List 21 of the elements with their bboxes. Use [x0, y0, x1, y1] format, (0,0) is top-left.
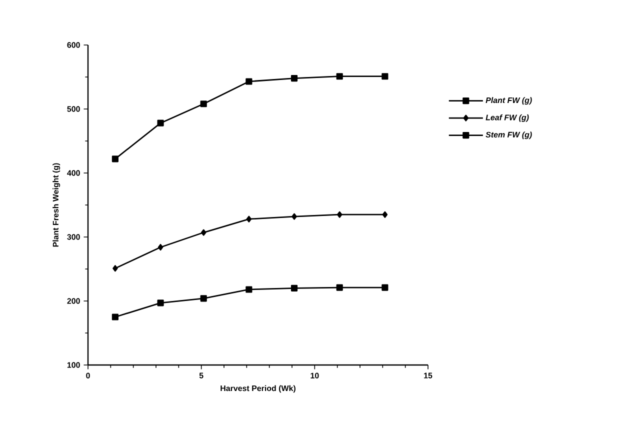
point [382, 73, 388, 80]
point [246, 78, 252, 85]
point [382, 284, 388, 291]
point [112, 156, 118, 162]
point [112, 314, 118, 320]
point [200, 229, 206, 236]
point [336, 284, 343, 291]
point [336, 73, 343, 80]
point [336, 211, 342, 218]
point [246, 216, 252, 222]
point [200, 295, 207, 302]
point [292, 213, 297, 220]
point [290, 74, 298, 82]
point [246, 286, 252, 293]
point [200, 100, 207, 108]
point [157, 120, 164, 126]
point [157, 300, 164, 306]
point [112, 265, 118, 272]
point [290, 284, 298, 292]
point [158, 244, 164, 251]
point [382, 211, 388, 218]
